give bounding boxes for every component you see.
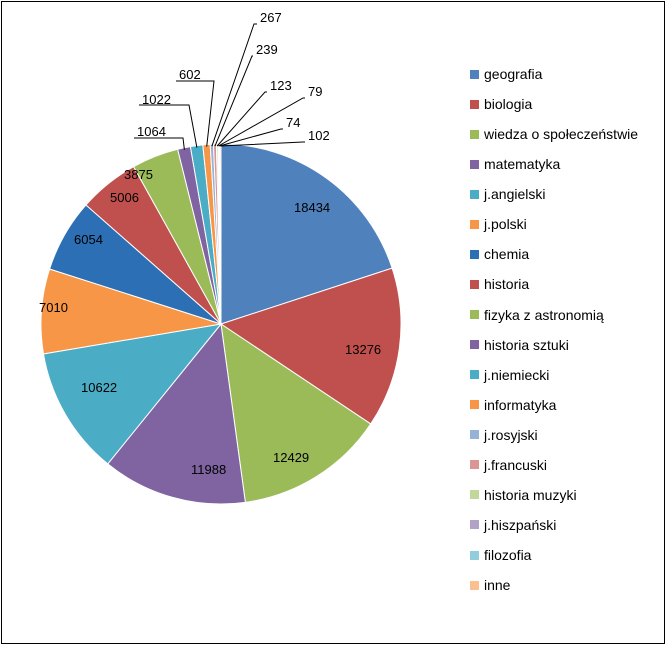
- data-label: 239: [256, 42, 278, 57]
- data-label: 102: [308, 128, 330, 143]
- legend-swatch: [470, 550, 479, 560]
- data-label: 13276: [345, 342, 381, 357]
- pie-slice: [42, 323, 223, 465]
- leader-line: [134, 137, 185, 150]
- data-label: 123: [270, 78, 292, 93]
- leader-line: [219, 128, 283, 147]
- legend-label: informatyka: [484, 396, 557, 413]
- legend-swatch: [470, 430, 479, 440]
- leader-lines: [134, 23, 305, 150]
- legend-swatch: [470, 310, 479, 320]
- legend-item: historia muzyki: [470, 480, 666, 510]
- leader-line: [139, 104, 198, 148]
- legend-item: j.francuski: [470, 450, 666, 480]
- legend-swatch: [470, 189, 479, 199]
- legend-swatch: [470, 400, 479, 410]
- legend-item: matematyka: [470, 149, 666, 179]
- legend-item: j.hiszpański: [470, 510, 666, 540]
- legend-item: j.niemiecki: [470, 360, 666, 390]
- legend-label: j.polski: [484, 216, 527, 233]
- legend-swatch: [470, 129, 479, 139]
- leader-line: [216, 91, 267, 147]
- legend-item: filozofia: [470, 540, 666, 570]
- leader-line: [218, 97, 305, 147]
- pie-slice: [219, 267, 402, 425]
- legend-label: filozofia: [484, 547, 532, 564]
- data-label: 18434: [294, 200, 330, 215]
- legend-label: inne: [484, 577, 511, 594]
- legend-label: historia: [484, 276, 530, 293]
- pie-slices: [40, 143, 402, 505]
- legend-swatch: [470, 490, 479, 500]
- data-label: 267: [260, 10, 282, 25]
- legend-label: wiedza o społeczeństwie: [484, 126, 639, 143]
- data-labels: 18434 13276 12429 11988 10622 7010 6054 5006 387…: [39, 10, 381, 477]
- leader-line: [214, 55, 253, 147]
- legend-label: j.rosyjski: [484, 426, 538, 443]
- legend-label: fizyka z astronomią: [484, 306, 604, 323]
- legend-label: j.angielski: [484, 186, 546, 203]
- legend-swatch: [470, 69, 479, 79]
- legend-label: j.hiszpański: [484, 516, 557, 533]
- legend-item: biologia: [470, 89, 666, 119]
- data-label: 6054: [74, 232, 103, 247]
- data-label: 7010: [39, 300, 68, 315]
- data-label: 11988: [191, 462, 226, 477]
- legend-item: historia sztuki: [470, 330, 666, 360]
- legend-label: matematyka: [484, 156, 561, 173]
- legend-item: j.rosyjski: [470, 420, 666, 450]
- leader-line: [220, 141, 305, 147]
- data-label: 5006: [110, 190, 139, 205]
- legend-item: chemia: [470, 239, 666, 269]
- legend-swatch: [470, 159, 479, 169]
- data-label: 74: [286, 115, 300, 130]
- legend-label: j.francuski: [484, 456, 548, 473]
- pie-slice: [220, 143, 393, 325]
- legend-label: geografia: [484, 66, 543, 83]
- legend-item: inne: [470, 570, 666, 600]
- data-label: 1064: [137, 124, 166, 139]
- pie-slice: [220, 322, 372, 503]
- legend-label: historia muzyki: [484, 486, 577, 503]
- data-label: 602: [179, 67, 201, 82]
- legend-swatch: [470, 279, 479, 289]
- legend-item: informatyka: [470, 390, 666, 420]
- legend-item: wiedza o społeczeństwie: [470, 119, 666, 149]
- data-label: 79: [308, 84, 322, 99]
- legend-item: j.angielski: [470, 179, 666, 209]
- legend-item: fizyka z astronomią: [470, 300, 666, 330]
- legend-swatch: [470, 219, 479, 229]
- legend-swatch: [470, 370, 479, 380]
- legend: geografia biologia wiedza o społeczeństwie…: [470, 59, 666, 600]
- legend-swatch: [470, 580, 479, 590]
- data-label: 1022: [142, 92, 171, 107]
- legend-swatch: [470, 249, 479, 259]
- data-label: 10622: [81, 380, 117, 395]
- legend-swatch: [470, 520, 479, 530]
- legend-label: biologia: [484, 96, 533, 113]
- legend-label: chemia: [484, 246, 530, 263]
- legend-swatch: [470, 340, 479, 350]
- legend-item: j.polski: [470, 209, 666, 239]
- pie-slice: [107, 322, 246, 505]
- legend-swatch: [470, 99, 479, 109]
- legend-item: geografia: [470, 59, 666, 89]
- legend-label: j.niemiecki: [484, 366, 550, 383]
- leader-line: [176, 80, 215, 147]
- legend-swatch: [470, 460, 479, 470]
- legend-item: historia: [470, 269, 666, 299]
- leader-line: [211, 23, 257, 147]
- data-label: 3875: [124, 167, 153, 182]
- data-label: 12429: [273, 450, 309, 465]
- legend-label: historia sztuki: [484, 336, 569, 353]
